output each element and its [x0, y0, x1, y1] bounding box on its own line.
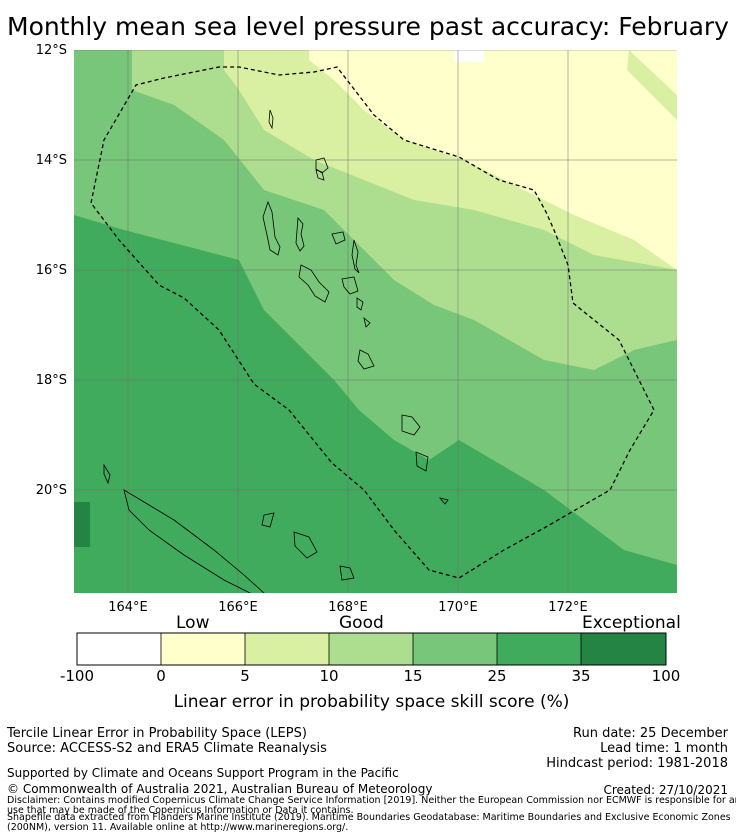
cb-tick-10: 10	[319, 667, 339, 685]
support-statement: Supported by Climate and Oceans Support …	[7, 766, 399, 780]
colorbar-seg-35-100	[581, 633, 666, 665]
lon-label-170e: 170°E	[438, 600, 478, 615]
category-good: Good	[339, 613, 384, 633]
lon-label-164e: 164°E	[108, 600, 148, 615]
lon-label-172e: 172°E	[548, 600, 588, 615]
lat-label-12s: 12°S	[35, 43, 67, 58]
colorbar-seg-0-5	[161, 633, 245, 665]
lat-label-20s: 20°S	[35, 483, 67, 498]
colorbar-seg-15-25	[413, 633, 497, 665]
cb-tick-100: 100	[651, 667, 681, 685]
disclaimer-line-1: Disclaimer: Contains modified Copernicus…	[7, 795, 736, 806]
page-title: Monthly mean sea level pressure past acc…	[7, 12, 729, 41]
colorbar-title: Linear error in probability space skill …	[173, 692, 570, 712]
category-exceptional: Exceptional	[582, 613, 681, 633]
colorbar-seg-neg100-0	[77, 633, 161, 665]
hindcast-period: Hindcast period: 1981-2018	[546, 756, 728, 771]
gridlines	[74, 50, 677, 593]
coastlines	[103, 109, 449, 593]
shapefile-credit-line-1: Shapefile data extracted from Flanders M…	[7, 812, 731, 823]
colorbar-seg-10-15	[329, 633, 413, 665]
cb-tick-15: 15	[403, 667, 423, 685]
eez-boundary	[90, 66, 655, 579]
band-25-35	[74, 215, 677, 593]
colorbar-seg-5-10	[245, 633, 329, 665]
lat-label-14s: 14°S	[35, 153, 67, 168]
cb-tick-5: 5	[240, 667, 250, 685]
cb-tick-0: 0	[156, 667, 166, 685]
colorbar-seg-25-35	[497, 633, 581, 665]
lat-label-16s: 16°S	[35, 263, 67, 278]
shapefile-credit-line-2: (200NM), version 11. Available online at…	[7, 822, 349, 833]
lat-label-18s: 18°S	[35, 373, 67, 388]
skill-map	[74, 50, 677, 593]
cb-tick-35: 35	[571, 667, 591, 685]
cb-tick-neg100: -100	[59, 667, 95, 685]
map-canvas	[74, 50, 677, 593]
band-35-100	[74, 502, 90, 547]
category-low: Low	[176, 613, 210, 633]
lon-label-168e: 168°E	[328, 600, 368, 615]
run-date: Run date: 25 December	[573, 726, 728, 741]
leps-description: Tercile Linear Error in Probability Spac…	[7, 726, 307, 741]
copyright: © Commonwealth of Australia 2021, Austra…	[7, 782, 433, 796]
lon-label-166e: 166°E	[218, 600, 258, 615]
created-date: Created: 27/10/2021	[603, 783, 728, 797]
colorbar	[76, 632, 667, 666]
lead-time: Lead time: 1 month	[600, 741, 728, 756]
cb-tick-25: 25	[487, 667, 507, 685]
data-source: Source: ACCESS-S2 and ERA5 Climate Reana…	[7, 741, 327, 756]
disclaimer-line-2: use that may be made of the Copernicus I…	[7, 805, 354, 816]
band-white-patch	[454, 50, 484, 62]
